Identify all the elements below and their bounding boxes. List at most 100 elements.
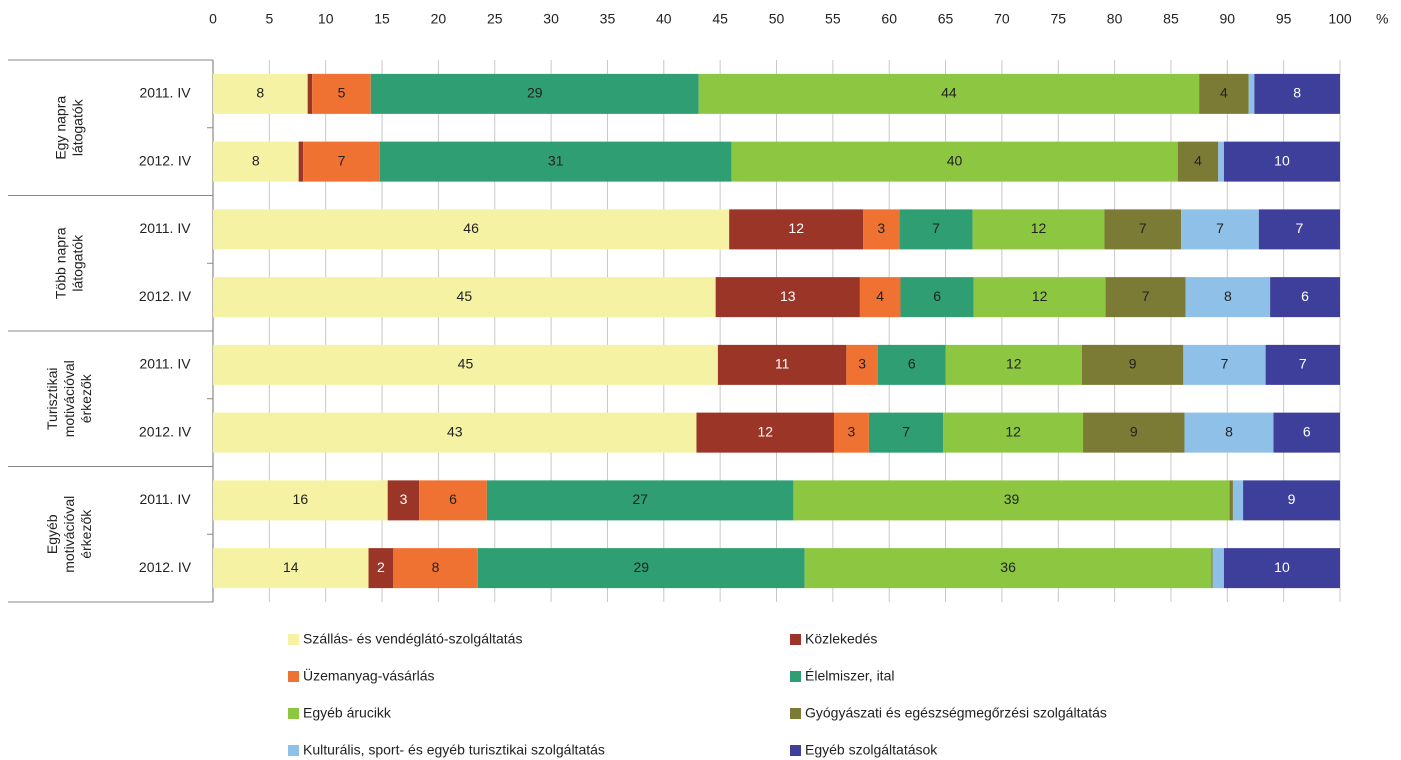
y-tick-label: 2011. IV (139, 85, 191, 101)
y-tick-label: 2012. IV (139, 152, 192, 168)
data-label: 2 (377, 559, 385, 575)
data-label: 12 (1032, 288, 1048, 304)
bar-segment (1232, 480, 1244, 521)
x-tick-label: 75 (1050, 11, 1066, 27)
bar-segment (393, 548, 478, 589)
group-label-line: Egyéb (44, 514, 60, 554)
legend-label: Gyógyászati és egészségmegőrzési szolgál… (805, 705, 1107, 721)
group-label: Több napralátogatók (52, 227, 85, 299)
bar-segment (877, 344, 946, 385)
data-label: 29 (633, 559, 649, 575)
bar-segment (213, 73, 308, 114)
data-label: 39 (1004, 491, 1020, 507)
x-tick-label: 100 (1328, 11, 1352, 27)
data-label: 36 (1000, 559, 1016, 575)
x-tick-label: 80 (1107, 11, 1123, 27)
group-label: Egy napralátogatók (52, 96, 85, 160)
bar-segment (307, 73, 313, 114)
data-label: 46 (463, 220, 479, 236)
group-label-line: Turisztikai (44, 368, 60, 431)
data-label: 12 (1006, 356, 1022, 372)
data-label: 12 (1031, 220, 1047, 236)
data-label: 45 (457, 288, 473, 304)
data-label: 3 (400, 491, 408, 507)
bar-segment (696, 412, 834, 453)
x-tick-label: 45 (712, 11, 728, 27)
legend-label: Egyéb szolgáltatások (805, 742, 938, 758)
bar-segment (1223, 141, 1340, 182)
bar-segment (298, 141, 304, 182)
data-label: 7 (902, 423, 910, 439)
bar-segment (1181, 209, 1259, 250)
x-tick-label: 60 (881, 11, 897, 27)
data-label: 11 (775, 356, 790, 372)
y-tick-label: 2012. IV (139, 288, 192, 304)
bar-segment (213, 209, 730, 250)
legend-swatch (790, 671, 801, 682)
group-label-line: látogatók (69, 234, 85, 292)
data-label: 4 (1220, 85, 1228, 101)
data-label: 31 (548, 152, 564, 168)
unit-label: % (1376, 11, 1388, 27)
data-label: 6 (908, 356, 916, 372)
group-label: Turisztikaimotivációvalérkezők (44, 360, 94, 437)
group-label-line: Egy napra (52, 96, 68, 160)
bar-segment (863, 209, 900, 250)
bar-segment (715, 277, 860, 318)
bar-segment (1229, 480, 1233, 521)
bar-segment (731, 141, 1178, 182)
bar-segment (1218, 141, 1224, 182)
data-label: 5 (338, 85, 346, 101)
bar-segment (900, 277, 974, 318)
bar-segment (1185, 277, 1271, 318)
data-label: 27 (632, 491, 648, 507)
bar-segment (1105, 277, 1186, 318)
bar-segment (1211, 548, 1213, 589)
bar-segment (1243, 480, 1340, 521)
x-tick-label: 10 (318, 11, 334, 27)
bar-segment (868, 412, 944, 453)
data-label: 8 (256, 85, 264, 101)
bar-segment (1273, 412, 1340, 453)
bar-segment (213, 277, 716, 318)
data-label: 6 (449, 491, 457, 507)
bar-segment (1212, 548, 1224, 589)
bar-segment (943, 412, 1084, 453)
x-tick-label: 65 (938, 11, 954, 27)
data-label: 3 (858, 356, 866, 372)
bar-segment (213, 548, 369, 589)
bar-segment (945, 344, 1082, 385)
bar-segment (846, 344, 878, 385)
bar-segment (1248, 73, 1255, 114)
group-label-line: érkezők (78, 509, 94, 559)
data-label: 7 (1216, 220, 1224, 236)
legend-swatch (790, 708, 801, 719)
x-tick-label: 20 (431, 11, 447, 27)
bar-segment (1081, 344, 1184, 385)
bar-segment (477, 548, 805, 589)
x-tick-label: 85 (1163, 11, 1179, 27)
bar-segment (793, 480, 1230, 521)
bar-segment (213, 344, 718, 385)
legend-swatch (288, 671, 299, 682)
bar-segment (387, 480, 420, 521)
legend-label: Szállás- és vendéglátó-szolgáltatás (303, 631, 522, 647)
x-tick-label: 95 (1276, 11, 1292, 27)
data-label: 10 (1274, 559, 1290, 575)
data-label: 6 (1301, 288, 1309, 304)
data-label: 7 (1299, 356, 1307, 372)
group-label: Egyébmotivációvalérkezők (44, 496, 94, 573)
data-label: 7 (1296, 220, 1304, 236)
y-tick-label: 2011. IV (139, 356, 191, 372)
x-tick-label: 5 (265, 11, 273, 27)
bar-segment (1258, 209, 1340, 250)
bar-segment (486, 480, 794, 521)
bar-segment (973, 277, 1106, 318)
data-label: 7 (1221, 356, 1229, 372)
data-label: 43 (447, 423, 463, 439)
bar-segment (1270, 277, 1340, 318)
group-label-line: motivációval (61, 496, 77, 573)
bar-segment (303, 141, 380, 182)
data-label: 45 (458, 356, 474, 372)
